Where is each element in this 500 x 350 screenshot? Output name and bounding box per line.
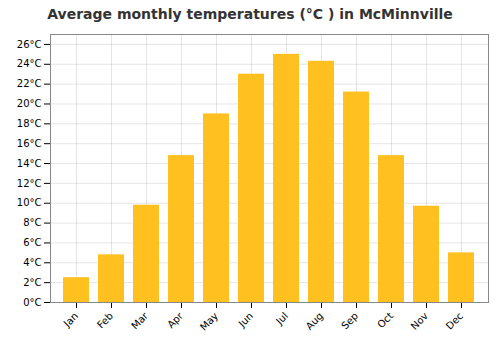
svg-text:6°C: 6°C [23, 237, 41, 248]
svg-text:Oct: Oct [375, 310, 395, 330]
svg-text:18°C: 18°C [17, 118, 42, 129]
svg-text:26°C: 26°C [17, 39, 42, 50]
html-text:Average monthly temperatures (: Average monthly temperatures (°C ) in Mc… [47, 6, 453, 22]
svg-text:22°C: 22°C [17, 78, 42, 89]
svg-text:Jul: Jul [273, 310, 290, 327]
svg-text:8°C: 8°C [23, 217, 41, 228]
svg-text:Sep: Sep [339, 310, 360, 331]
svg-text:2°C: 2°C [23, 277, 41, 288]
svg-text:Mar: Mar [129, 310, 151, 332]
svg-text:Nov: Nov [409, 310, 431, 332]
svg-text:24°C: 24°C [17, 58, 42, 69]
svg-text:Apr: Apr [165, 310, 186, 331]
svg-text:16°C: 16°C [17, 138, 42, 149]
svg-text:Jan: Jan [61, 310, 80, 329]
svg-text:0°C: 0°C [23, 297, 41, 308]
svg-text:May: May [198, 310, 220, 332]
svg-text:12°C: 12°C [17, 178, 42, 189]
svg-text:20°C: 20°C [17, 98, 42, 109]
svg-text:Aug: Aug [304, 310, 326, 332]
svg-text:Dec: Dec [444, 310, 465, 331]
svg-text:10°C: 10°C [17, 197, 42, 208]
svg-text:Jun: Jun [236, 310, 256, 330]
svg-text:Feb: Feb [95, 310, 115, 330]
svg-text:14°C: 14°C [17, 158, 42, 169]
svg-text:4°C: 4°C [23, 257, 41, 268]
